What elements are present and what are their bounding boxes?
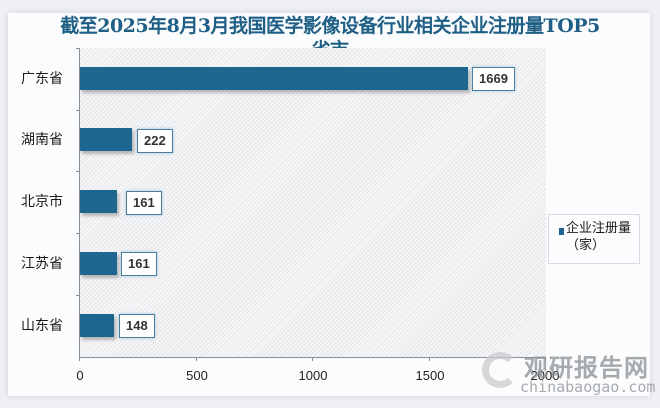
category-label: 湖南省 <box>21 132 63 148</box>
x-tick <box>79 357 80 361</box>
y-tick <box>76 48 80 49</box>
data-label: 222 <box>137 129 173 153</box>
data-label: 161 <box>126 191 162 215</box>
x-tick-label: 500 <box>186 368 208 383</box>
y-tick <box>76 295 80 296</box>
y-tick <box>76 171 80 172</box>
x-tick-label: 0 <box>76 368 84 383</box>
category-label: 广东省 <box>21 71 63 87</box>
bar-beijing <box>80 190 117 213</box>
x-tick-label: 1000 <box>298 368 328 383</box>
category-label: 北京市 <box>21 194 63 210</box>
watermark-cn: 观研报告网 <box>524 354 649 382</box>
y-tick <box>76 110 80 111</box>
chart-title-line-1: 截至2025年8月3月我国医学影像设备行业相关企业注册量TOP5 <box>60 15 600 37</box>
bar-shandong <box>80 314 114 337</box>
watermark-en: chinabaogao.com <box>520 378 656 396</box>
x-tick <box>429 357 430 361</box>
category-label: 山东省 <box>21 318 63 334</box>
x-tick-label: 2000 <box>530 368 560 383</box>
bar-jiangsu <box>80 252 117 275</box>
data-label: 161 <box>121 252 157 276</box>
x-tick <box>196 357 197 361</box>
category-label: 江苏省 <box>21 256 63 272</box>
legend: 企业注册量 （家） <box>548 214 640 264</box>
data-label: 148 <box>119 314 155 338</box>
x-tick-label: 1500 <box>415 368 445 383</box>
legend-label-line-1: 企业注册量 <box>566 221 632 236</box>
x-tick <box>545 357 546 361</box>
bar-hunan <box>80 128 132 151</box>
y-axis <box>79 48 80 358</box>
bar-guangdong <box>80 67 468 90</box>
legend-label: 企业注册量 （家） <box>566 220 638 254</box>
data-label: 1669 <box>472 67 515 91</box>
legend-label-line-2: （家） <box>566 238 606 253</box>
legend-swatch-icon <box>559 228 564 235</box>
watermark: 观研报告网 chinabaogao.com <box>478 348 656 402</box>
watermark-logo-icon <box>482 352 518 388</box>
x-tick <box>312 357 313 361</box>
y-tick <box>76 233 80 234</box>
